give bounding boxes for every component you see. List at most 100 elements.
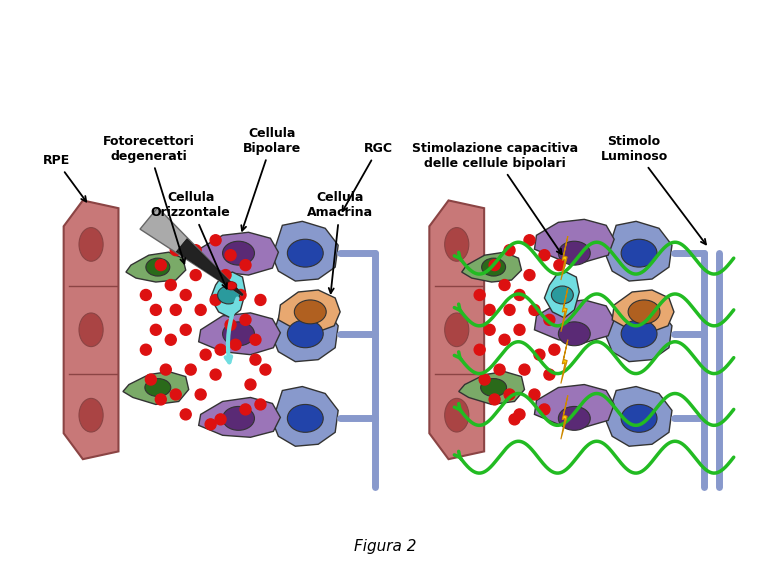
Polygon shape [462, 252, 521, 282]
Ellipse shape [558, 241, 591, 265]
Ellipse shape [79, 313, 103, 347]
Circle shape [519, 364, 530, 375]
Polygon shape [211, 272, 246, 318]
Circle shape [255, 294, 266, 305]
Polygon shape [273, 387, 338, 446]
Circle shape [474, 290, 485, 301]
Circle shape [240, 404, 251, 415]
Text: RPE: RPE [42, 154, 86, 202]
Circle shape [499, 334, 510, 345]
Circle shape [146, 374, 156, 385]
Circle shape [180, 324, 191, 335]
Polygon shape [606, 387, 672, 446]
Ellipse shape [628, 300, 660, 324]
Circle shape [529, 389, 540, 400]
Circle shape [514, 324, 525, 335]
Polygon shape [64, 201, 119, 459]
Circle shape [489, 260, 500, 271]
Polygon shape [544, 272, 579, 318]
Circle shape [514, 290, 525, 301]
Circle shape [210, 369, 221, 380]
Ellipse shape [287, 239, 323, 267]
Circle shape [186, 364, 196, 375]
Text: Stimolazione capacitiva
delle cellule bipolari: Stimolazione capacitiva delle cellule bi… [411, 142, 578, 254]
Circle shape [225, 320, 236, 330]
Circle shape [539, 404, 550, 415]
Polygon shape [123, 372, 189, 405]
Circle shape [554, 260, 565, 271]
Circle shape [250, 334, 261, 345]
Circle shape [156, 394, 166, 405]
Polygon shape [199, 232, 279, 275]
Circle shape [215, 344, 226, 355]
Polygon shape [561, 288, 567, 332]
Circle shape [529, 305, 540, 316]
Circle shape [220, 269, 231, 280]
Circle shape [170, 389, 181, 400]
Ellipse shape [226, 281, 237, 290]
Circle shape [210, 294, 221, 305]
Polygon shape [140, 208, 243, 295]
Ellipse shape [621, 239, 657, 267]
Ellipse shape [480, 379, 507, 397]
Circle shape [140, 290, 152, 301]
Ellipse shape [287, 405, 323, 432]
Circle shape [195, 305, 206, 316]
Ellipse shape [223, 241, 254, 265]
Ellipse shape [79, 228, 103, 261]
Circle shape [484, 324, 495, 335]
Circle shape [504, 305, 515, 316]
Circle shape [156, 260, 166, 271]
Circle shape [240, 314, 251, 325]
Polygon shape [612, 290, 674, 333]
Circle shape [539, 250, 550, 261]
Ellipse shape [218, 286, 239, 304]
Ellipse shape [482, 258, 506, 276]
Circle shape [524, 269, 535, 280]
Circle shape [544, 314, 555, 325]
Polygon shape [459, 372, 524, 405]
Circle shape [215, 414, 226, 425]
Circle shape [190, 244, 201, 255]
Polygon shape [534, 384, 614, 427]
Text: Cellula
Bipolare: Cellula Bipolare [241, 127, 302, 231]
Circle shape [240, 260, 251, 271]
Circle shape [160, 364, 171, 375]
Text: Cellula
Orizzontale: Cellula Orizzontale [151, 191, 230, 288]
Ellipse shape [621, 405, 657, 432]
Polygon shape [561, 395, 567, 439]
Ellipse shape [223, 406, 254, 430]
Polygon shape [561, 236, 567, 280]
Circle shape [205, 419, 216, 430]
Polygon shape [273, 302, 338, 362]
Ellipse shape [79, 398, 103, 432]
Polygon shape [199, 313, 280, 355]
Circle shape [195, 389, 206, 400]
Circle shape [260, 364, 271, 375]
Ellipse shape [445, 228, 469, 261]
Polygon shape [176, 239, 243, 295]
Ellipse shape [558, 322, 591, 346]
Ellipse shape [145, 379, 171, 397]
Polygon shape [430, 201, 484, 459]
Polygon shape [279, 290, 340, 333]
Polygon shape [199, 398, 280, 438]
Circle shape [544, 369, 555, 380]
Text: Cellula
Amacrina: Cellula Amacrina [307, 191, 373, 293]
Circle shape [166, 280, 176, 291]
Circle shape [170, 244, 181, 255]
Circle shape [549, 344, 560, 355]
Circle shape [245, 379, 256, 390]
Text: Figura 2: Figura 2 [353, 539, 417, 554]
Circle shape [235, 290, 246, 301]
Text: Fotorecettori
degenerati: Fotorecettori degenerati [103, 135, 195, 264]
Polygon shape [561, 340, 567, 384]
Circle shape [150, 324, 161, 335]
Circle shape [504, 389, 515, 400]
Circle shape [509, 414, 520, 425]
Polygon shape [534, 300, 614, 343]
Text: Stimolo
Luminoso: Stimolo Luminoso [601, 135, 706, 244]
Ellipse shape [445, 398, 469, 432]
Polygon shape [126, 252, 186, 282]
Polygon shape [273, 221, 338, 281]
